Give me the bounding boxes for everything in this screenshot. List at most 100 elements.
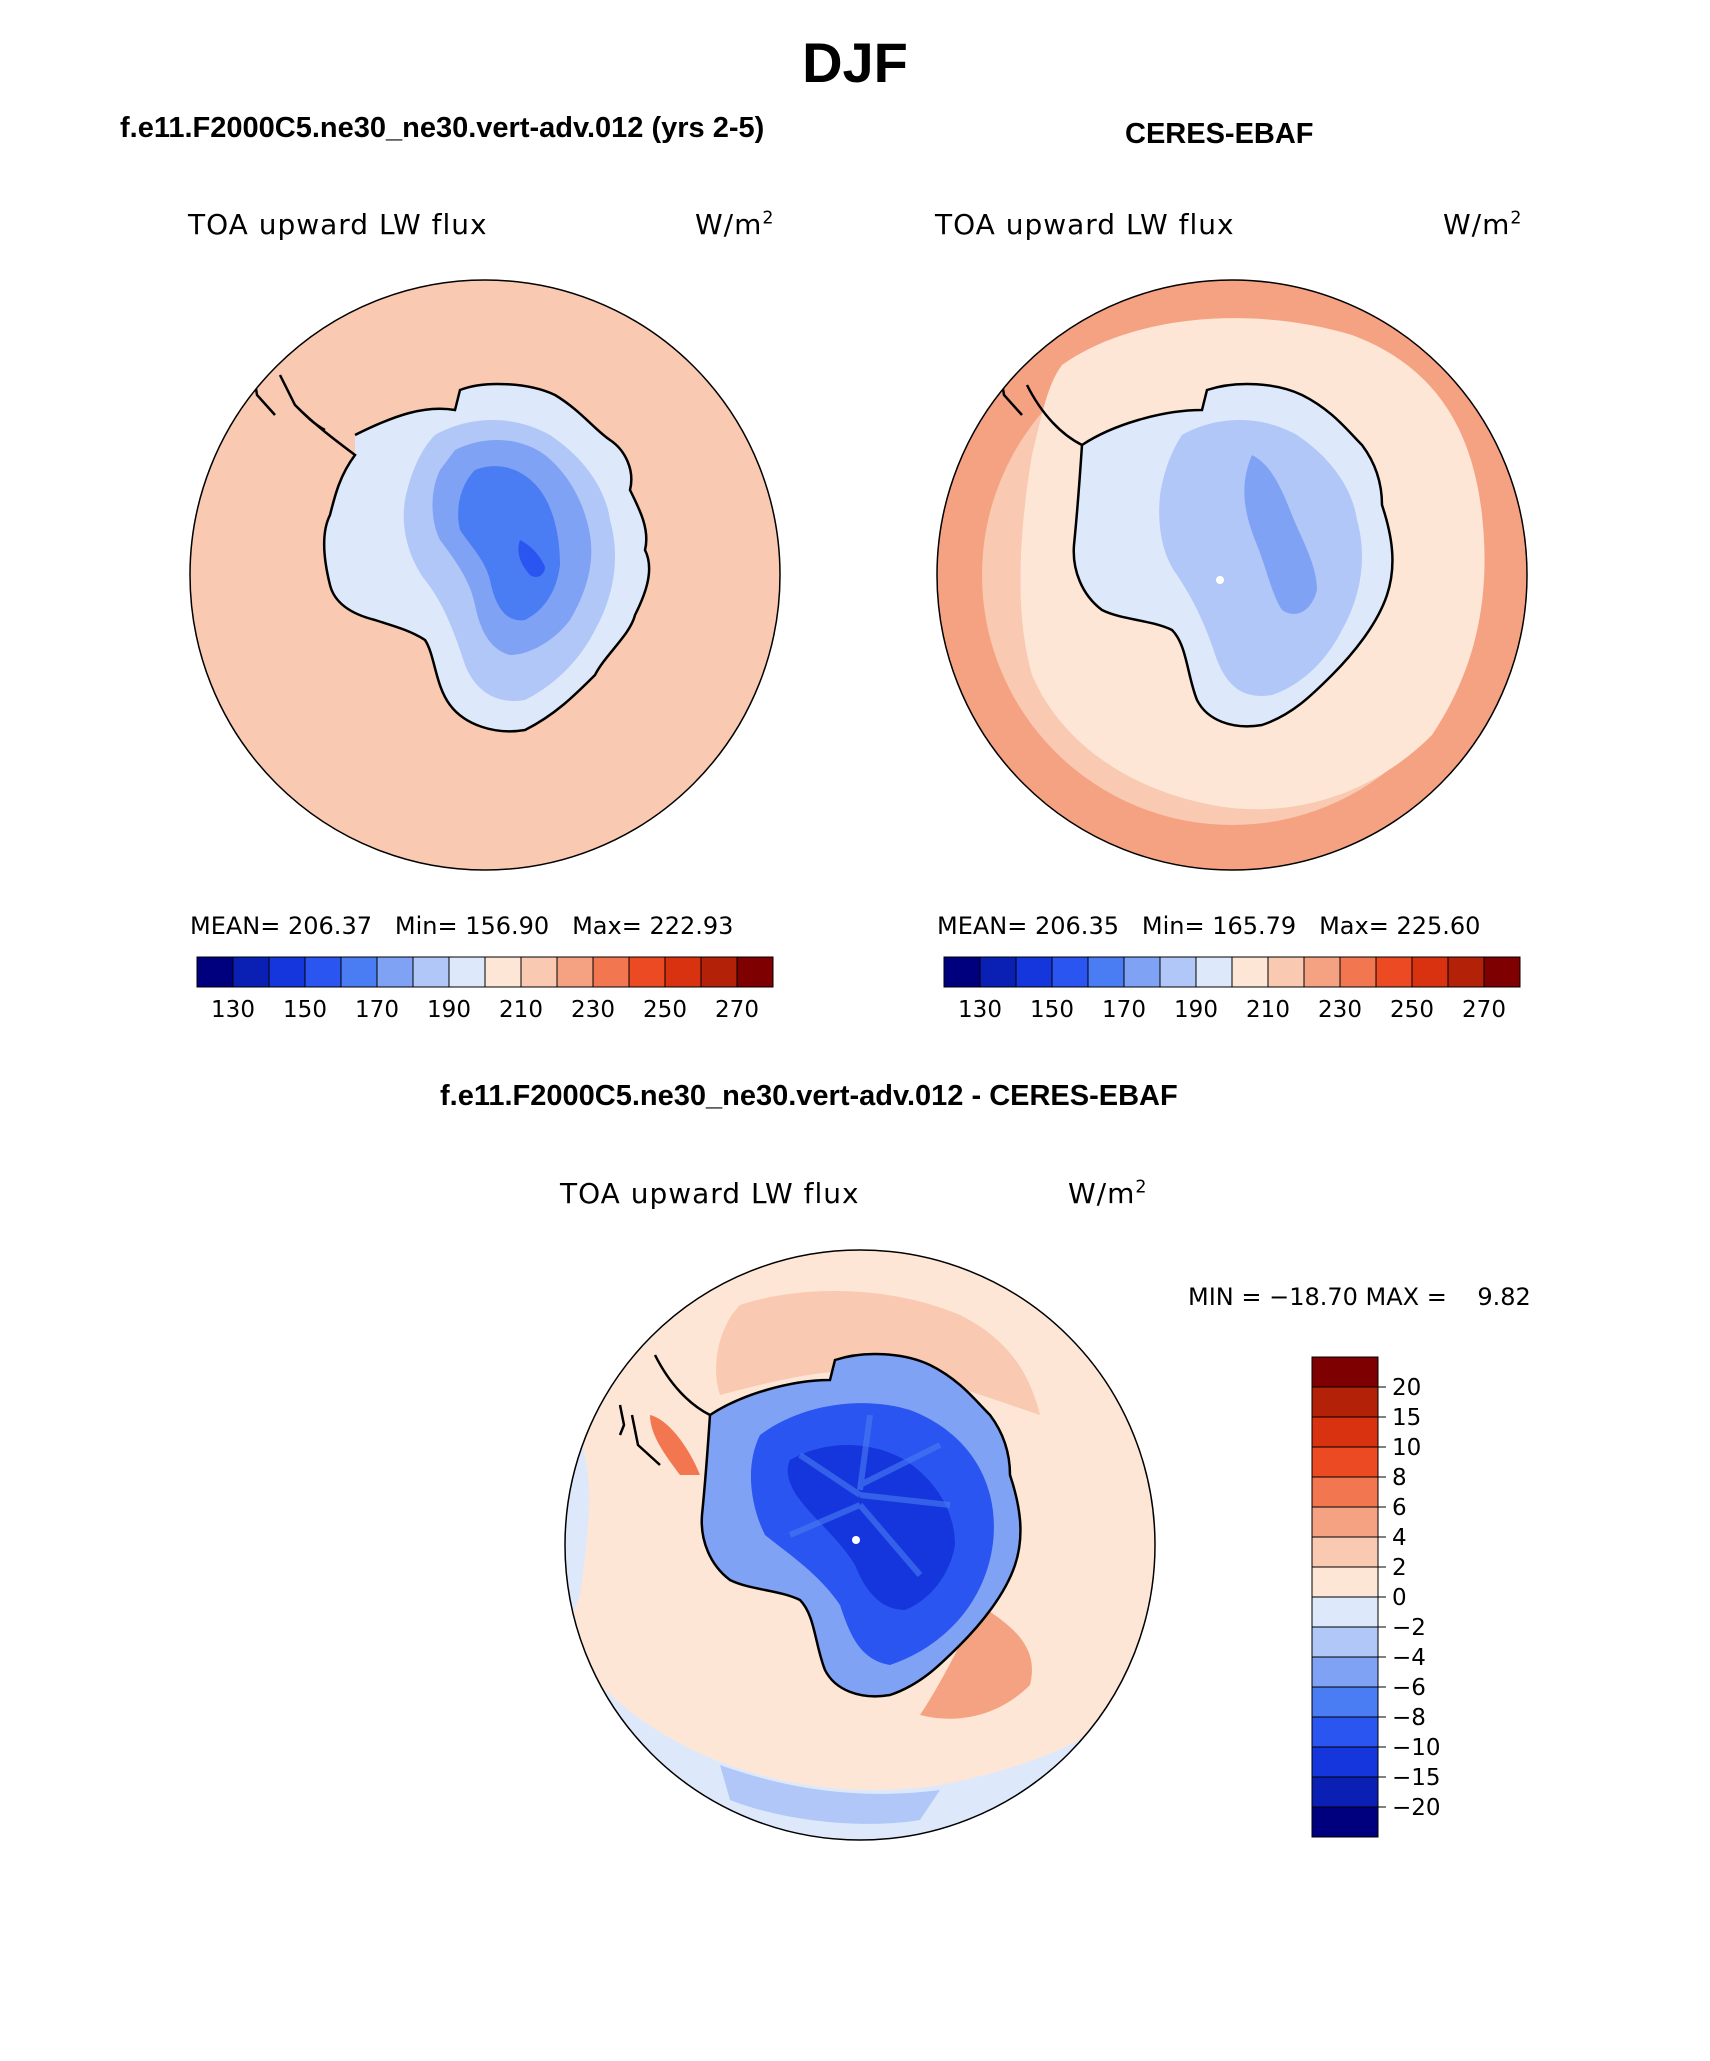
diff-colorbar-cell xyxy=(1311,1506,1379,1538)
obs-continent-mid xyxy=(1159,420,1362,696)
model-colorbar-cell xyxy=(304,956,342,988)
obs-colorbar-cell xyxy=(1339,956,1377,988)
obs-colorbar-tick-label: 230 xyxy=(1318,997,1362,1023)
diff-colorbar-cell xyxy=(1311,1806,1379,1838)
obs-colorbar-cell xyxy=(1195,956,1233,988)
diff-colorbar-cell xyxy=(1311,1746,1379,1778)
obs-colorbar-cell xyxy=(1123,956,1161,988)
obs-colorbar-cell xyxy=(943,956,981,988)
diff-colorbar-cell xyxy=(1311,1716,1379,1748)
model-colorbar-tick-label: 170 xyxy=(355,997,399,1023)
model-colorbar-cell xyxy=(448,956,486,988)
diff-colorbar-tick-label: 4 xyxy=(1392,1525,1407,1551)
diff-colorbar-tick-label: 20 xyxy=(1392,1375,1421,1401)
obs-stats: MEAN= 206.35 Min= 165.79 Max= 225.60 xyxy=(937,912,1481,940)
model-coastline xyxy=(278,374,651,733)
obs-polar-map xyxy=(936,279,1528,871)
diff-minmax: MIN = −18.70 MAX = 9.82 xyxy=(1188,1283,1531,1311)
model-units-label: W/m2 xyxy=(695,208,775,241)
obs-colorbar: 130 150 170 190 210 230 250 270 xyxy=(943,956,1521,1023)
obs-colorbar-tick-label: 270 xyxy=(1462,997,1506,1023)
diff-colorbar-cell xyxy=(1311,1476,1379,1508)
model-colorbar: 130 150 170 190 210 230 250 270 xyxy=(196,956,774,1023)
diff-colorbar-tick-label: 2 xyxy=(1392,1555,1407,1581)
obs-colorbar-cell xyxy=(1303,956,1341,988)
model-variable-label: TOA upward LW flux xyxy=(188,208,488,241)
diff-colorbar-cell xyxy=(1311,1536,1379,1568)
obs-colorbar-tick-label: 150 xyxy=(1030,997,1074,1023)
model-colorbar-cell xyxy=(628,956,666,988)
diff-colorbar-tick-label: −15 xyxy=(1392,1765,1441,1791)
diff-colorbar-tick-label: 0 xyxy=(1392,1585,1407,1611)
model-colorbar-cell xyxy=(484,956,522,988)
model-colorbar-tick-label: 210 xyxy=(499,997,543,1023)
model-colorbar-cell xyxy=(520,956,558,988)
diff-colorbar-tick-label: 8 xyxy=(1392,1465,1407,1491)
obs-colorbar-cell xyxy=(1483,956,1521,988)
obs-colorbar-cell xyxy=(1087,956,1125,988)
diff-colorbar-cell xyxy=(1311,1386,1379,1418)
diff-units-label: W/m2 xyxy=(1068,1177,1148,1210)
model-colorbar-cell xyxy=(700,956,738,988)
diff-colorbar-cell xyxy=(1311,1686,1379,1718)
diff-colorbar-cell xyxy=(1311,1566,1379,1598)
diff-colorbar-cell xyxy=(1311,1626,1379,1658)
diff-continent-streaks xyxy=(788,1414,951,1577)
diff-colorbar-tick-label: −8 xyxy=(1392,1705,1426,1731)
obs-colorbar-tick-label: 210 xyxy=(1246,997,1290,1023)
model-colorbar-cell xyxy=(196,956,234,988)
model-colorbar-cell xyxy=(340,956,378,988)
obs-colorbar-tick-label: 170 xyxy=(1102,997,1146,1023)
diff-colorbar-tick-label: 10 xyxy=(1392,1435,1421,1461)
diff-variable-label: TOA upward LW flux xyxy=(560,1177,860,1210)
model-colorbar-cell xyxy=(232,956,270,988)
diff-colorbar-cell xyxy=(1311,1356,1379,1388)
model-colorbar-cell xyxy=(268,956,306,988)
model-map-border xyxy=(189,279,781,871)
diff-ocean-positive-peninsula xyxy=(650,1415,700,1475)
figure-title: DJF xyxy=(802,31,908,94)
obs-colorbar-cell xyxy=(979,956,1017,988)
obs-coastline xyxy=(1025,382,1394,728)
diff-polar-map xyxy=(564,1249,1156,1841)
diff-colorbar-cell xyxy=(1311,1776,1379,1808)
model-colorbar-cell xyxy=(592,956,630,988)
diff-colorbar-tick-label: 6 xyxy=(1392,1495,1407,1521)
model-colorbar-tick-label: 150 xyxy=(283,997,327,1023)
obs-panel-title: CERES-EBAF xyxy=(1125,118,1314,150)
obs-colorbar-cell xyxy=(1447,956,1485,988)
diff-colorbar-cell xyxy=(1311,1416,1379,1448)
obs-colorbar-cell xyxy=(1411,956,1449,988)
diff-colorbar-tick-label: −4 xyxy=(1392,1645,1426,1671)
model-polar-map xyxy=(189,279,781,871)
obs-colorbar-cell xyxy=(1159,956,1197,988)
diff-pole-marker xyxy=(852,1536,860,1544)
model-stats: MEAN= 206.37 Min= 156.90 Max= 222.93 xyxy=(190,912,734,940)
diff-panel-title: f.e11.F2000C5.ne30_ne30.vert-adv.012 - C… xyxy=(440,1080,1178,1112)
obs-variable-label: TOA upward LW flux xyxy=(935,208,1235,241)
model-colorbar-tick-label: 230 xyxy=(571,997,615,1023)
diff-coastline xyxy=(653,1352,1022,1698)
model-colorbar-cell xyxy=(376,956,414,988)
model-colorbar-cell xyxy=(412,956,450,988)
model-colorbar-tick-label: 250 xyxy=(643,997,687,1023)
diff-colorbar-tick-label: −6 xyxy=(1392,1675,1426,1701)
diff-colorbar-tick-label: 15 xyxy=(1392,1405,1421,1431)
diff-colorbar-cell xyxy=(1311,1446,1379,1478)
obs-colorbar-cell xyxy=(1015,956,1053,988)
diff-ocean-positive-east xyxy=(920,1605,1032,1719)
diff-colorbar-tick-label: −20 xyxy=(1392,1795,1441,1821)
obs-colorbar-cell xyxy=(1051,956,1089,988)
model-colorbar-tick-label: 270 xyxy=(715,997,759,1023)
diff-ocean-negative-core xyxy=(720,1765,940,1824)
obs-map-border xyxy=(936,279,1528,871)
diff-peninsula-coast xyxy=(618,1404,661,1466)
obs-units-label: W/m2 xyxy=(1443,208,1523,241)
model-colorbar-cell xyxy=(664,956,702,988)
model-panel-title: f.e11.F2000C5.ne30_ne30.vert-adv.012 (yr… xyxy=(120,112,765,144)
obs-pole-marker xyxy=(1216,576,1224,584)
model-continent-core xyxy=(458,466,560,621)
diff-colorbar-cell xyxy=(1311,1656,1379,1688)
model-colorbar-tick-label: 130 xyxy=(211,997,255,1023)
